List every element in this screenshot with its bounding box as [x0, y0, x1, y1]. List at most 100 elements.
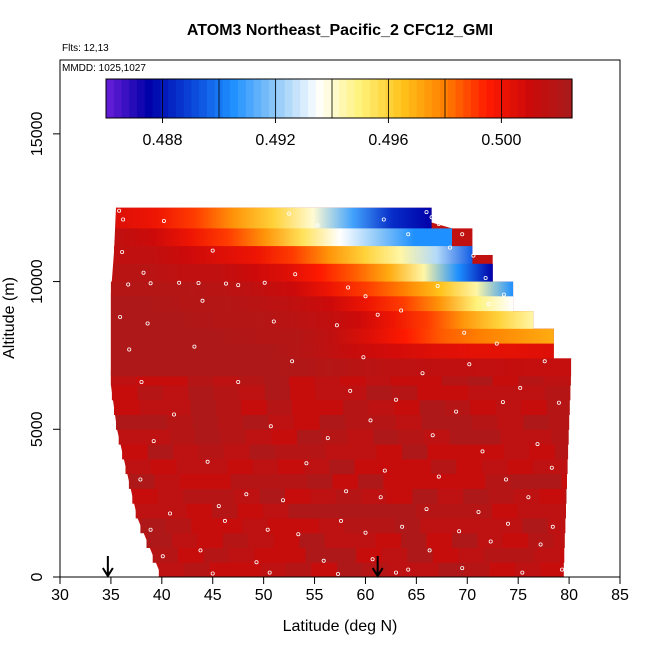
- heatmap-cell: [376, 444, 403, 460]
- heatmap-cell: [394, 399, 420, 415]
- colorbar-cell: [183, 79, 193, 118]
- sample-point: [126, 282, 131, 287]
- heatmap-cell: [347, 429, 374, 445]
- heatmap-cell: [209, 562, 236, 578]
- heatmap-cell: [229, 547, 255, 563]
- sample-point: [494, 341, 499, 346]
- sample-point: [151, 439, 156, 444]
- sample-point: [363, 294, 368, 299]
- sample-point: [154, 570, 159, 575]
- heatmap-cell: [496, 517, 523, 534]
- heatmap-cell: [495, 399, 522, 415]
- sample-point: [192, 344, 197, 349]
- heatmap-cell: [366, 385, 393, 401]
- heatmap-cell: [288, 503, 315, 519]
- sample-point: [500, 400, 505, 405]
- heatmap-cell: [381, 547, 408, 563]
- heatmap-cell: [370, 414, 397, 430]
- heatmap-cell: [391, 385, 418, 401]
- heatmap-cell: [285, 488, 311, 504]
- heatmap-cell: [543, 503, 566, 519]
- x-axis: 30 35 40 45 50 55 60 65 70 75 80 85: [51, 577, 629, 604]
- heatmap-cell: [111, 385, 138, 401]
- heatmap-cell: [477, 532, 504, 548]
- sample-point: [244, 492, 249, 497]
- sample-point: [293, 272, 298, 277]
- heatmap-cell: [510, 473, 537, 489]
- colorbar-tick-label: 0.488: [142, 132, 182, 149]
- heatmap-cell: [201, 458, 228, 475]
- heatmap-cell: [519, 385, 546, 401]
- sample-point: [325, 436, 330, 441]
- sample-point: [335, 572, 340, 577]
- colorbar-cell: [276, 79, 286, 118]
- heatmap-cell: [172, 532, 198, 548]
- heatmap-cell: [407, 547, 434, 563]
- heatmap-cell: [373, 429, 400, 445]
- heatmap-cell: [242, 517, 269, 534]
- colorbar-cell: [556, 79, 565, 118]
- heatmap-band: [110, 358, 572, 377]
- sample-point: [315, 223, 320, 228]
- heatmap-cell: [222, 532, 249, 548]
- sample-point: [427, 548, 432, 553]
- heatmap-cell: [339, 503, 366, 519]
- heatmap-cell: [561, 473, 567, 489]
- sample-point: [121, 217, 126, 222]
- heatmap-cell: [419, 399, 446, 415]
- heatmap-cell: [195, 429, 222, 445]
- heatmap-cell: [386, 488, 413, 504]
- sample-point: [196, 280, 201, 285]
- heatmap-cell: [426, 532, 453, 548]
- sample-point: [435, 283, 440, 288]
- sample-point: [267, 570, 272, 575]
- heatmap-cell: [122, 444, 149, 460]
- heatmap-cell: [546, 399, 570, 415]
- colorbar-tick-label: 0.500: [481, 132, 521, 149]
- heatmap-cell: [310, 488, 337, 504]
- sample-point: [118, 314, 123, 319]
- heatmap-cell: [424, 429, 451, 445]
- heatmap-cell: [489, 562, 516, 578]
- heatmap-cell: [358, 473, 384, 489]
- sample-point: [141, 270, 146, 275]
- heatmap-cell: [503, 444, 530, 460]
- heatmap-cell: [248, 532, 275, 548]
- sample-point: [436, 221, 441, 226]
- colorbar-cell: [137, 79, 146, 118]
- heatmap-cell: [178, 547, 205, 563]
- colorbar-cell: [261, 79, 270, 118]
- heatmap-cell: [305, 547, 332, 563]
- colorbar-cell: [106, 79, 115, 118]
- sample-point: [348, 388, 353, 393]
- heatmap-cell: [395, 517, 421, 534]
- heatmap-cell: [502, 532, 529, 548]
- heatmap-cell: [475, 429, 502, 445]
- heatmap-cell: [146, 532, 173, 548]
- heatmap-cell: [456, 458, 483, 475]
- heatmap-cell: [144, 429, 171, 445]
- sample-point: [171, 412, 176, 417]
- heatmap-cell: [217, 414, 244, 430]
- sample-point: [399, 308, 404, 313]
- heatmap-cell: [350, 532, 377, 548]
- heatmap-cell: [458, 547, 485, 563]
- heatmap-band: [116, 228, 452, 247]
- x-axis-label: Latitude (deg N): [283, 618, 398, 635]
- heatmap-cell: [303, 458, 330, 475]
- colorbar-cell: [222, 79, 231, 118]
- colorbar-cell: [238, 79, 247, 118]
- colorbar-cell: [393, 79, 402, 118]
- heatmap-cell: [452, 532, 478, 548]
- x-tick-label: 65: [407, 587, 425, 604]
- heatmap-band: [110, 343, 554, 359]
- heatmap-cell: [515, 562, 542, 578]
- heatmap-cell: [534, 547, 561, 563]
- heatmap-cell: [427, 444, 454, 460]
- colorbar-cell: [175, 79, 185, 118]
- heatmap-cell: [203, 547, 230, 563]
- heatmap: [110, 207, 572, 578]
- heatmap-cell: [343, 399, 370, 415]
- heatmap-cell: [402, 444, 429, 460]
- heatmap-cell: [528, 532, 555, 548]
